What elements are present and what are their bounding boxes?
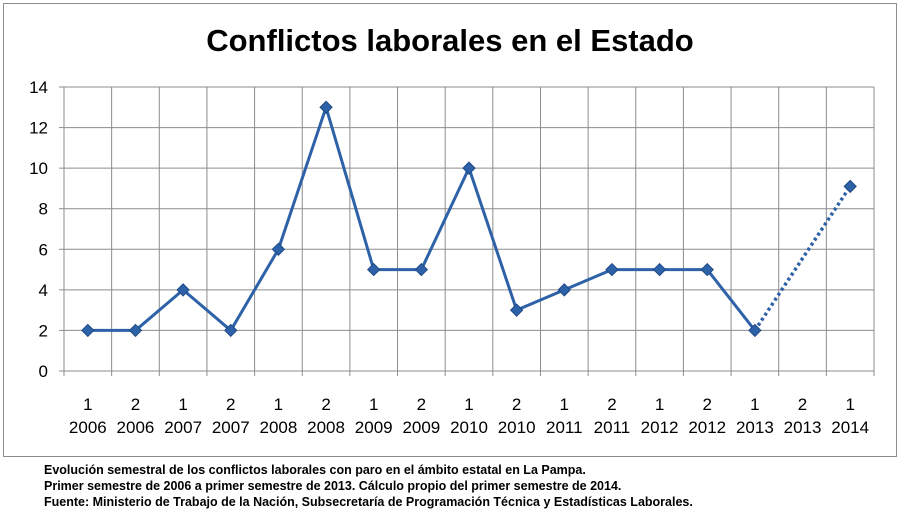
x-tick-label-semester: 2 [703, 395, 712, 414]
y-tick-label: 6 [39, 240, 48, 259]
data-point [81, 323, 95, 338]
x-tick-label-semester: 1 [560, 395, 569, 414]
data-point [509, 303, 524, 317]
data-point [557, 283, 572, 297]
x-tick-label-year: 2012 [641, 418, 679, 437]
x-tick-label-semester: 1 [178, 395, 187, 414]
x-tick-label-semester: 2 [798, 395, 807, 414]
data-point [319, 100, 333, 114]
series-layer [81, 100, 857, 338]
x-tick-label-semester: 2 [607, 395, 616, 414]
x-tick-label-year: 2007 [212, 418, 250, 437]
chart-title: Conflictos laborales en el Estado [206, 23, 694, 58]
series-line-projection [753, 185, 852, 332]
x-tick-label-semester: 2 [512, 395, 521, 414]
x-tick-label-year: 2009 [355, 418, 393, 437]
data-point [366, 262, 381, 277]
caption-line-source: Fuente: Ministerio de Trabajo de la Naci… [44, 495, 693, 509]
y-tick-label: 2 [39, 321, 48, 340]
x-tick-label-year: 2007 [164, 418, 202, 437]
y-tick-label: 12 [29, 119, 48, 138]
x-tick-label-year: 2009 [402, 418, 440, 437]
data-point [700, 262, 714, 277]
y-tick-label: 4 [39, 281, 48, 300]
x-tick-label-year: 2014 [831, 418, 869, 437]
x-tick-label-semester: 2 [417, 395, 426, 414]
x-tick-label-semester: 1 [845, 395, 854, 414]
y-tick-label: 14 [29, 78, 48, 97]
line-chart: Conflictos laborales en el Estado 0 2 4 6 8 1… [29, 23, 875, 437]
chart-caption: Evolución semestral de los conflictos la… [44, 462, 894, 510]
x-tick-label-year: 2006 [117, 418, 155, 437]
y-tick-label: 0 [39, 362, 48, 381]
data-point [414, 262, 429, 277]
data-point [605, 262, 619, 277]
y-tick-label: 10 [29, 159, 48, 178]
x-tick-label-semester: 1 [274, 395, 283, 414]
caption-line-description: Evolución semestral de los conflictos la… [44, 463, 586, 477]
x-tick-label-year: 2008 [307, 418, 345, 437]
x-tick-label-year: 2011 [594, 418, 631, 437]
x-tick-label-semester: 2 [131, 395, 140, 414]
y-tick-label: 8 [39, 200, 48, 219]
x-tick-label-semester: 1 [655, 395, 664, 414]
x-tick-label-year: 2013 [784, 418, 822, 437]
x-tick-label-year: 2010 [498, 418, 536, 437]
series-line [87, 105, 757, 332]
data-point [271, 242, 286, 256]
data-point [176, 283, 190, 297]
data-point [224, 323, 238, 338]
x-tick-label-semester: 1 [83, 395, 92, 414]
data-point [748, 323, 762, 338]
x-tick-label-year: 2012 [688, 418, 726, 437]
x-tick-label-year: 2006 [69, 418, 107, 437]
data-point [652, 262, 667, 277]
x-tick-label-semester: 1 [750, 395, 759, 414]
grid-layer [63, 86, 875, 376]
data-point [843, 179, 857, 194]
x-tick-label-year: 2011 [546, 418, 583, 437]
x-tick-label-year: 2013 [736, 418, 774, 437]
x-tick-label-year: 2008 [259, 418, 297, 437]
caption-line-period: Primer semestre de 2006 a primer semestr… [44, 479, 622, 493]
x-tick-label-semester: 1 [464, 395, 473, 414]
x-tick-label-semester: 2 [321, 395, 330, 414]
x-tick-label-semester: 2 [226, 395, 235, 414]
chart-frame [3, 3, 897, 457]
x-tick-label-year: 2010 [450, 418, 488, 437]
x-tick-label-semester: 1 [369, 395, 378, 414]
axis-layer: 0246810121412006220061200722007120082200… [29, 78, 874, 437]
data-point [128, 323, 143, 338]
data-point [462, 161, 476, 175]
